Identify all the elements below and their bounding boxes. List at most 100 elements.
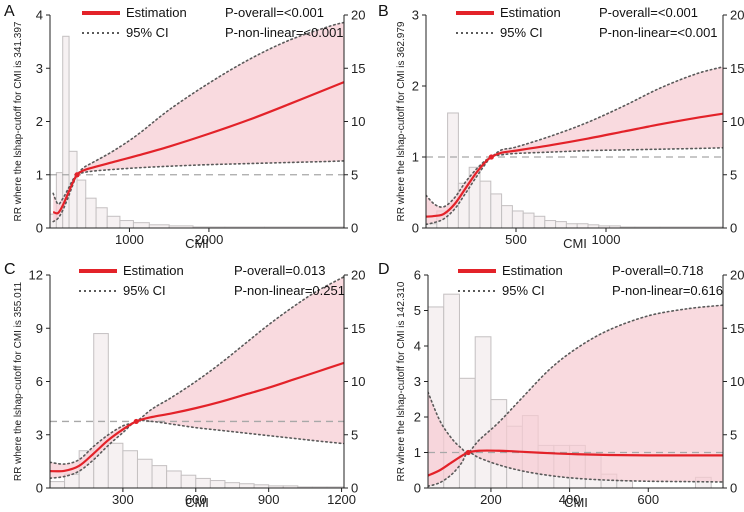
y2-tick-label: 15	[351, 321, 365, 336]
cutoff-point	[133, 418, 139, 425]
y2-tick-label: 20	[730, 8, 744, 23]
y2-tick-label: 0	[351, 481, 358, 496]
y2-tick-label: 20	[730, 268, 744, 283]
y-tick-label: 6	[414, 268, 421, 283]
histogram-bar	[166, 470, 182, 488]
y-tick-label: 4	[414, 339, 421, 354]
histogram-bar	[95, 207, 108, 228]
ci-lower-line	[52, 160, 344, 223]
estimation-line	[52, 81, 344, 215]
y2-tick-label: 20	[351, 268, 365, 283]
histogram-bar	[50, 481, 66, 488]
x-tick-label: 1200	[327, 492, 356, 507]
histogram-bar	[239, 483, 255, 488]
legend-estimation-label-a: Estimation	[126, 5, 187, 20]
y-axis-label-a: RR where the lshap-cutoff for CMI is 341…	[13, 21, 24, 221]
y-tick-label: 1	[36, 167, 43, 182]
histogram-bar	[122, 450, 138, 488]
estimation-line	[50, 361, 344, 473]
panel-letter-c: C	[4, 261, 16, 278]
y2-tick-label: 10	[730, 374, 744, 389]
x-axis-label-b: CMI	[563, 236, 587, 251]
y2-tick-label: 15	[351, 61, 365, 76]
y-tick-label: 0	[414, 481, 421, 496]
x-tick-label: 400	[559, 492, 581, 507]
y-tick-label: 0	[36, 221, 43, 236]
histogram-bar	[76, 179, 87, 228]
x-tick-label: 500	[505, 232, 527, 247]
y-tick-label: 1	[412, 150, 419, 165]
y2-tick-label: 10	[351, 374, 365, 389]
y-tick-label: 4	[36, 8, 43, 23]
x-tick-label: 2000	[194, 232, 223, 247]
ci-band	[426, 66, 723, 225]
axes-d: 0 1 2 3 4 5 6 0 5 10 15 20 200 400 600	[414, 268, 744, 508]
y2-tick-label: 15	[730, 61, 744, 76]
panel-d: 0 1 2 3 4 5 6 0 5 10 15 20 200 400 600 D RR where the l…	[378, 261, 744, 510]
y2-tick-label: 0	[730, 221, 737, 236]
legend-estimation-label-b: Estimation	[500, 5, 561, 20]
histogram-bar	[479, 180, 492, 228]
p-overall-d: P-overall=0.718	[612, 263, 703, 278]
y2-tick-label: 5	[351, 427, 358, 442]
y-tick-label: 0	[36, 481, 43, 496]
ci-upper-line	[428, 304, 723, 454]
histogram-bar	[458, 377, 476, 488]
histogram-bar	[119, 220, 134, 228]
ci-band	[53, 22, 344, 222]
ci-lower-line	[428, 451, 723, 488]
legend-ci-label-b: 95% CI	[500, 25, 543, 40]
histogram-bar	[151, 465, 168, 488]
x-tick-label: 600	[185, 492, 207, 507]
histogram-bar	[511, 210, 524, 228]
ci-lower-line	[50, 419, 344, 480]
ci-band	[428, 305, 723, 487]
y-tick-label: 9	[36, 321, 43, 336]
p-nonlinear-a: P-non-linear=<0.001	[225, 25, 344, 40]
x-axis-label-a: CMI	[185, 236, 209, 251]
p-overall-c: P-overall=0.013	[234, 263, 325, 278]
x-tick-label: 300	[112, 492, 134, 507]
legend-estimation-label-d: Estimation	[502, 263, 563, 278]
histogram-bar	[555, 221, 567, 228]
x-axis-label-c: CMI	[185, 495, 209, 510]
y-tick-label: 0	[412, 221, 419, 236]
legend-ci-label-a: 95% CI	[126, 25, 169, 40]
histogram-bar	[209, 480, 226, 488]
x-tick-label: 1000	[592, 232, 621, 247]
panel-a: 0 1 2 3 4 0 5 10 15 20 1000 2000 A RR where the lsha…	[4, 3, 365, 251]
y-axis-label-d: RR where the lshap-cutoff for CMI is 142…	[396, 281, 407, 481]
histogram-bar	[195, 477, 211, 488]
panel-letter-d: D	[378, 261, 390, 278]
legend-ci-label-c: 95% CI	[123, 283, 166, 298]
histogram-bar	[474, 336, 492, 488]
histogram-bar	[565, 223, 578, 228]
histogram-bar	[106, 215, 121, 228]
histogram-bar	[64, 473, 80, 488]
panel-c: 0 3 6 9 12 0 5 10 15 20 300 600 900 1200 C RR where th…	[4, 261, 365, 510]
histogram-bar	[180, 474, 197, 488]
plot-area-a	[50, 21, 344, 228]
estimation-line	[426, 112, 723, 218]
ci-lower-line	[426, 146, 723, 226]
cutoff-point	[74, 172, 80, 178]
y-tick-label: 1	[414, 445, 421, 460]
y-tick-label: 2	[414, 410, 421, 425]
x-tick-label: 900	[258, 492, 280, 507]
plot-area-b	[426, 66, 723, 228]
histogram-bar	[501, 205, 513, 228]
histogram-bar	[93, 333, 109, 488]
cutoff-point	[488, 154, 494, 160]
histogram-bar	[107, 442, 124, 488]
x-tick-label: 600	[637, 492, 659, 507]
axes-c: 0 3 6 9 12 0 5 10 15 20 300 600 900 1200	[29, 268, 366, 508]
histogram-bar	[490, 193, 503, 228]
x-tick-label: 1000	[115, 232, 144, 247]
axes-a: 0 1 2 3 4 0 5 10 15 20 1000 2000	[36, 8, 366, 248]
estimation-line	[428, 449, 723, 477]
y-tick-label: 3	[412, 8, 419, 23]
legend-estimation-label-c: Estimation	[123, 263, 184, 278]
y2-tick-label: 0	[351, 221, 358, 236]
histogram-bar	[522, 212, 535, 228]
